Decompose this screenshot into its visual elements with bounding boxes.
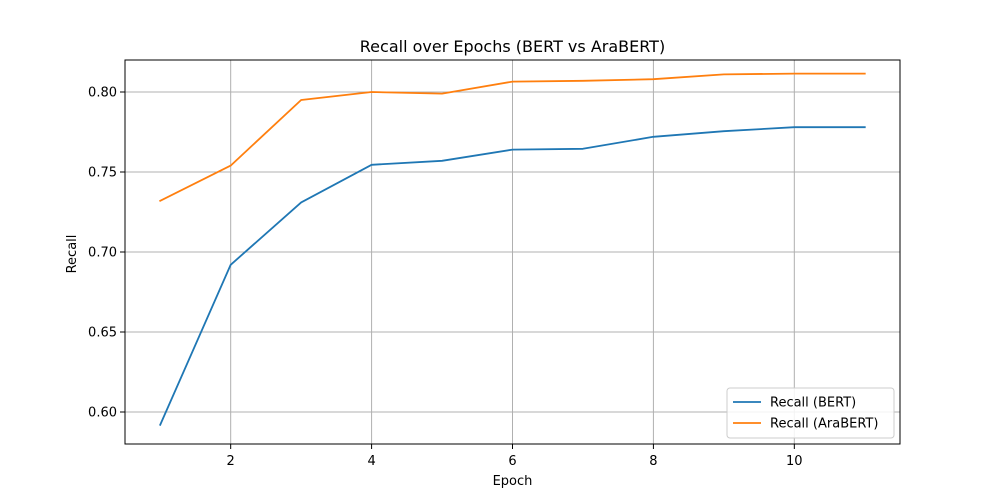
y-tick-label: 0.75 bbox=[88, 166, 117, 181]
series-lines bbox=[159, 72, 866, 426]
y-tick-label: 0.70 bbox=[88, 246, 117, 261]
grid bbox=[125, 60, 900, 444]
legend-box bbox=[726, 387, 895, 439]
legend-label: Recall (BERT) bbox=[770, 396, 856, 411]
y-tick-label: 0.65 bbox=[88, 326, 117, 341]
legend-label: Recall (AraBERT) bbox=[770, 417, 878, 432]
x-axis-label: Epoch bbox=[493, 474, 533, 489]
axis-ticks: 2 4 6 8 10 0.60 0.65 0.70 0.75 0.80 bbox=[88, 86, 803, 470]
y-tick-label: 0.60 bbox=[88, 406, 117, 421]
x-tick-label: 10 bbox=[786, 454, 803, 469]
x-tick-label: 2 bbox=[227, 454, 235, 469]
x-tick-label: 4 bbox=[367, 454, 375, 469]
legend: Recall (BERT) Recall (AraBERT) bbox=[726, 387, 895, 439]
series-line-1 bbox=[159, 72, 866, 203]
x-tick-label: 8 bbox=[649, 454, 657, 469]
series-line-0 bbox=[159, 126, 866, 426]
y-axis-label: Recall bbox=[65, 235, 80, 274]
chart-title: Recall over Epochs (BERT vs AraBERT) bbox=[360, 37, 665, 56]
y-tick-label: 0.80 bbox=[88, 86, 117, 101]
x-tick-label: 6 bbox=[508, 454, 516, 469]
